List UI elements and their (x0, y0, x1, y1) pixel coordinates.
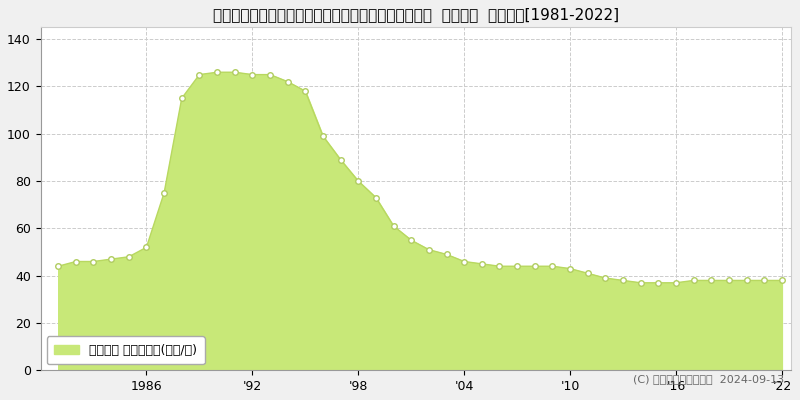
Title: 東京都西多摩郡瑞穂町大字箱根ケ崎字狭山１８８番６  地価公示  地価推移[1981-2022]: 東京都西多摩郡瑞穂町大字箱根ケ崎字狭山１８８番６ 地価公示 地価推移[1981-… (213, 7, 618, 22)
Text: (C) 土地価格ドットコム  2024-09-13: (C) 土地価格ドットコム 2024-09-13 (633, 374, 784, 384)
Legend: 地価公示 平均坪単価(万円/坪): 地価公示 平均坪単価(万円/坪) (46, 336, 205, 364)
